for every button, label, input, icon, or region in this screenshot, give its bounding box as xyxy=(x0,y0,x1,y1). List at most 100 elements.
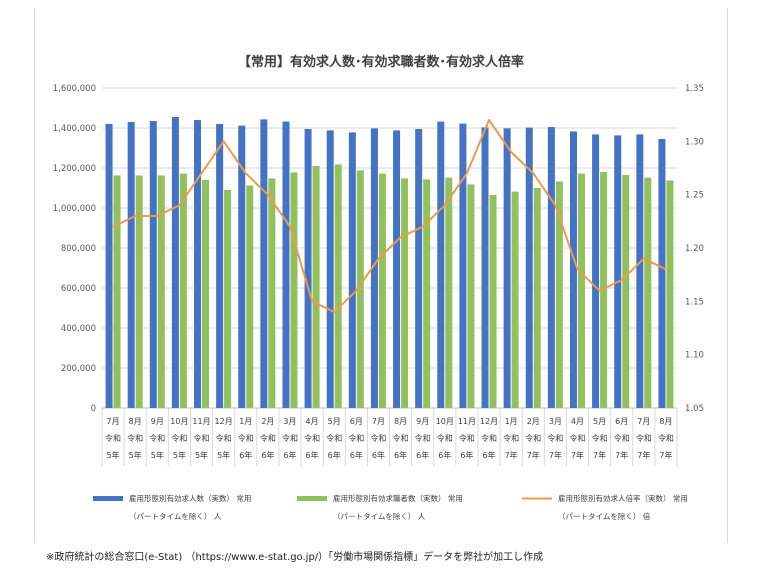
bar-job-seekers xyxy=(445,177,453,408)
x-tick-label: 令和 xyxy=(415,433,431,443)
x-tick-label: 8月 xyxy=(394,417,407,426)
x-tick-label: 令和 xyxy=(127,433,143,443)
legend-label: （パートタイムを除く） 人 xyxy=(333,511,426,521)
x-tick-label: 7年 xyxy=(505,450,518,460)
bar-job-seekers xyxy=(312,166,320,408)
x-tick-label: 令和 xyxy=(326,433,342,443)
x-tick-label: 令和 xyxy=(393,433,409,443)
bar-job-openings xyxy=(171,117,179,408)
bar-job-openings xyxy=(194,120,202,408)
y-right-tick-label: 1.15 xyxy=(685,297,704,307)
bar-job-seekers xyxy=(467,184,475,408)
y-left-tick-label: 600,000 xyxy=(61,284,96,294)
x-tick-label: 令和 xyxy=(569,433,585,443)
x-tick-label: 6年 xyxy=(239,450,252,460)
y-right-tick-label: 1.35 xyxy=(685,84,704,94)
x-tick-label: 12月 xyxy=(480,417,498,426)
x-tick-label: 2月 xyxy=(527,417,540,426)
x-tick-label: 1月 xyxy=(239,417,252,426)
x-tick-label: 5年 xyxy=(107,450,120,460)
x-tick-label: 1月 xyxy=(505,417,518,426)
x-tick-label: 令和 xyxy=(481,433,497,443)
x-tick-label: 6年 xyxy=(460,450,473,460)
x-tick-label: 7年 xyxy=(593,450,606,460)
y-left-tick-label: 800,000 xyxy=(61,244,96,254)
bar-job-seekers xyxy=(577,173,585,408)
x-tick-label: 6年 xyxy=(394,450,407,460)
bar-job-seekers xyxy=(179,173,187,408)
x-tick-label: 令和 xyxy=(459,433,475,443)
x-tick-label: 7年 xyxy=(527,450,540,460)
bar-job-openings xyxy=(326,130,334,408)
bar-job-seekers xyxy=(135,175,143,408)
x-tick-label: 7年 xyxy=(615,450,628,460)
x-tick-label: 7年 xyxy=(637,450,650,460)
legend-label: 雇用形態別有効求人数（実数） 常用 xyxy=(129,493,251,503)
x-tick-label: 4月 xyxy=(306,417,319,426)
x-tick-label: 7月 xyxy=(372,417,385,426)
bar-job-openings xyxy=(149,121,157,408)
y-right-tick-label: 1.20 xyxy=(685,244,704,254)
bar-job-openings xyxy=(282,121,290,408)
bar-job-seekers xyxy=(555,181,563,408)
bar-job-seekers xyxy=(423,179,431,408)
x-tick-label: 令和 xyxy=(614,433,630,443)
x-tick-label: 5月 xyxy=(328,417,341,426)
bar-job-openings xyxy=(592,134,600,408)
x-tick-label: 5年 xyxy=(195,450,208,460)
chart-svg: 【常用】有効求人数･有効求職者数･有効求人倍率 0 200,000 400,000 6… xyxy=(53,54,704,521)
x-tick-label: 令和 xyxy=(636,433,652,443)
x-tick-label: 令和 xyxy=(370,433,386,443)
x-tick-label: 令和 xyxy=(658,433,674,443)
source-note: ※政府統計の総合窓口(e-Stat) （https://www.e-stat.g… xyxy=(46,552,544,563)
x-tick-label: 5年 xyxy=(173,450,186,460)
bar-job-openings xyxy=(481,127,489,409)
x-tick-label: 令和 xyxy=(171,433,187,443)
x-tick-label: 2月 xyxy=(261,417,274,426)
bar-job-openings xyxy=(547,127,555,408)
bar-job-openings xyxy=(238,125,246,408)
x-tick-label: 5年 xyxy=(129,450,142,460)
x-tick-label: 令和 xyxy=(282,433,298,443)
bar-job-seekers xyxy=(600,172,608,408)
x-tick-label: 令和 xyxy=(194,433,210,443)
x-tick-label: 6年 xyxy=(350,450,363,460)
bar-job-openings xyxy=(105,124,113,408)
x-tick-label: 4月 xyxy=(571,417,584,426)
bar-job-seekers xyxy=(666,180,674,408)
y-left-tick-label: 200,000 xyxy=(61,364,96,374)
y-left-tick-label: 1,600,000 xyxy=(53,84,96,94)
chart-title: 【常用】有効求人数･有効求職者数･有効求人倍率 xyxy=(238,54,524,70)
x-tick-label: 5年 xyxy=(151,450,164,460)
bar-job-seekers xyxy=(489,195,497,408)
bar-job-seekers xyxy=(202,180,210,408)
x-tick-label: 7年 xyxy=(659,450,672,460)
bar-job-seekers xyxy=(113,175,121,408)
bar-job-seekers xyxy=(290,172,298,408)
bar-job-openings xyxy=(415,129,423,408)
x-tick-label: 7年 xyxy=(571,450,584,460)
x-tick-label: 7年 xyxy=(549,450,562,460)
y-right-tick-label: 1.30 xyxy=(685,137,704,147)
x-tick-label: 6年 xyxy=(482,450,495,460)
bar-job-openings xyxy=(216,124,224,408)
y-left-tick-label: 1,400,000 xyxy=(53,124,96,134)
chart-frame: 【常用】有効求人数･有効求職者数･有効求人倍率 0 200,000 400,000 6… xyxy=(34,8,728,543)
bar-job-seekers xyxy=(401,178,409,408)
x-tick-label: 6年 xyxy=(261,450,274,460)
bar-job-seekers xyxy=(224,190,232,408)
x-tick-label: 6月 xyxy=(350,417,363,426)
x-tick-label: 令和 xyxy=(503,433,519,443)
x-tick-label: 令和 xyxy=(547,433,563,443)
x-tick-label: 5年 xyxy=(217,450,230,460)
bar-job-openings xyxy=(393,130,401,408)
y-right-tick-label: 1.25 xyxy=(685,191,704,201)
x-tick-label: 令和 xyxy=(216,433,232,443)
bar-job-openings xyxy=(370,128,378,408)
bar-job-openings xyxy=(569,131,577,408)
x-tick-label: 12月 xyxy=(215,417,233,426)
x-tick-label: 10月 xyxy=(170,417,188,426)
bar-job-seekers xyxy=(378,173,386,408)
bar-job-openings xyxy=(614,135,622,408)
line-openings-ratio xyxy=(112,119,667,313)
